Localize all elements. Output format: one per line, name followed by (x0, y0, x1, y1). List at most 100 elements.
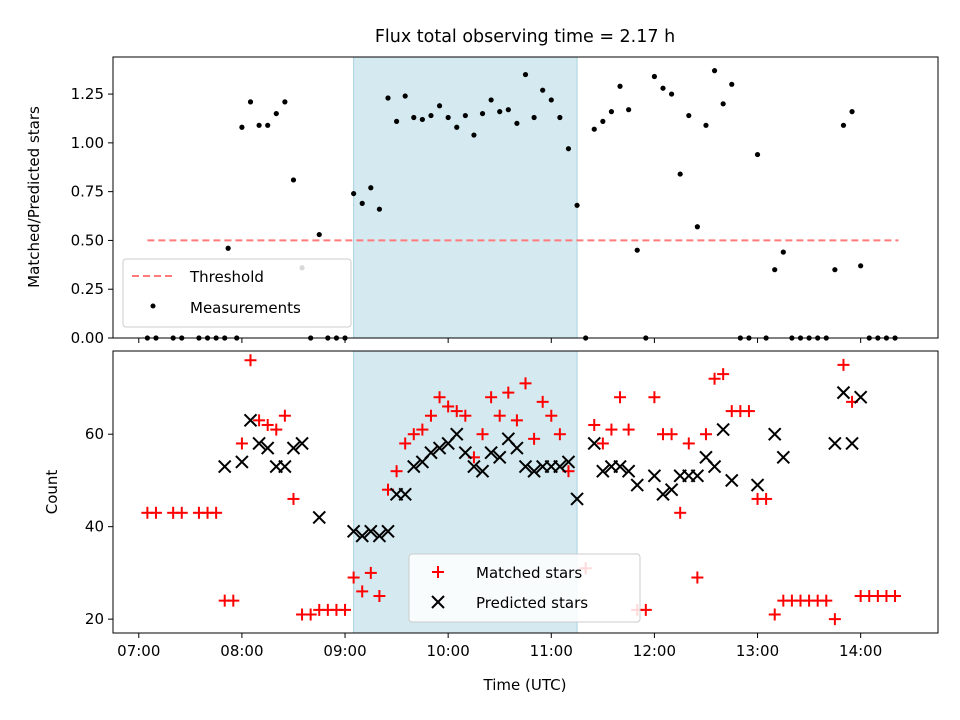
matched-stars-point (674, 506, 687, 519)
predicted-stars-point (690, 469, 705, 483)
measurements-point (651, 73, 658, 80)
matched-stars-point (399, 437, 412, 450)
measurements-point (316, 231, 322, 238)
x-tick-label: 07:00 (117, 642, 160, 660)
predicted-stars-point (295, 436, 309, 451)
predicted-stars-point (218, 459, 232, 474)
measurements-point (565, 146, 572, 152)
bottom-legend: Matched stars Predicted stars (408, 553, 641, 623)
matched-stars-point (622, 423, 635, 436)
measurements-point (832, 267, 838, 273)
y-tick-label: 1.00 (71, 134, 104, 152)
predicted-stars-point (243, 413, 258, 428)
x-tick-label: 10:00 (427, 642, 470, 660)
matched-stars-point (407, 428, 420, 441)
matched-stars-point (708, 372, 721, 385)
predicted-stars-point (510, 441, 524, 455)
matched-stars-point (682, 437, 695, 450)
predicted-stars-point (561, 455, 576, 469)
matched-stars-point (304, 608, 317, 621)
predicted-stars-point (260, 441, 275, 455)
predicted-stars-point (252, 436, 266, 451)
measurements-point (351, 190, 357, 197)
x-tick-label: 14:00 (839, 642, 882, 660)
measurements-point (591, 126, 597, 132)
y-tick-label: 0.75 (71, 183, 104, 201)
measurements-point (359, 200, 365, 206)
predicted-stars-point (467, 459, 481, 474)
y-tick-label: 60 (85, 425, 104, 443)
matched-stars-point (373, 590, 386, 603)
measurements-point (239, 124, 245, 130)
x-tick-label: 11:00 (530, 642, 573, 660)
predicted-stars-point (630, 478, 644, 492)
matched-stars-point (536, 395, 549, 408)
top-chart-title: Flux total observing time = 2.17 h (375, 27, 675, 47)
predicted-stars-point (424, 445, 438, 460)
measurements-point (668, 91, 675, 97)
y-tick-label: 20 (85, 610, 104, 628)
measurements-point (634, 247, 640, 253)
predicted-stars-legend-swatch (431, 595, 445, 609)
measurements-point (402, 93, 408, 99)
predicted-stars-point (493, 450, 507, 465)
predicted-stars-point (475, 464, 490, 478)
measurements-legend-swatch (150, 303, 156, 309)
measurements-point (540, 87, 546, 93)
matched-stars-point (553, 428, 566, 441)
measurements-point (608, 109, 615, 115)
measurements-point (686, 112, 692, 119)
matched-stars-point (261, 418, 274, 431)
matched-stars-point (424, 409, 437, 422)
measurements-point (729, 81, 735, 87)
x-tick-label: 13:00 (736, 642, 779, 660)
matched-stars-point (356, 585, 369, 598)
matched-stars-point (588, 418, 601, 431)
x-tick-label: 08:00 (220, 642, 263, 660)
matched-stars-point (339, 603, 352, 616)
bottom-x-ticks: 07:00 08:00 09:00 10:00 11:00 12:00 13:00 14:00 (117, 633, 882, 660)
measurements-point (488, 97, 494, 103)
matched-stars-point (742, 405, 755, 418)
predicted-stars-point (596, 464, 610, 478)
measurements-point (265, 122, 271, 128)
matched-stars-point (889, 590, 902, 603)
matched-stars-point (639, 603, 652, 616)
predicted-stars-point (664, 482, 679, 497)
predicted-stars-point (725, 473, 739, 488)
measurements-point (462, 112, 468, 119)
predicted-stars-point (570, 492, 584, 506)
matched-stars-point (278, 409, 291, 422)
matched-stars-point (270, 423, 283, 436)
measurements-point (522, 71, 529, 78)
matched-stars-point (768, 608, 781, 621)
matched-stars-point (450, 405, 463, 418)
measurements-point (225, 245, 231, 251)
matched-stars-point (837, 358, 850, 371)
measurements-point (368, 185, 374, 191)
top-axes-frame (112, 56, 939, 339)
measurements-point (703, 122, 709, 128)
matched-stars-point (476, 428, 489, 441)
matched-stars-point (416, 423, 429, 436)
measurements-point (694, 224, 700, 230)
measurements-point (660, 85, 666, 91)
predicted-stars-point (853, 390, 868, 404)
bottom-axes-frame (112, 350, 939, 634)
measurements-legend-label: Measurements (190, 299, 301, 317)
y-tick-label: 0.25 (71, 280, 104, 298)
measurements-point (419, 116, 425, 123)
measurements-point (754, 151, 761, 158)
measurements-point (445, 114, 451, 121)
predicted-stars-point (647, 469, 662, 483)
measurements-point (290, 177, 297, 183)
measurements-point (385, 95, 391, 101)
predicted-stars-point (776, 450, 791, 465)
matched-stars-legend-label: Matched stars (476, 564, 582, 582)
matched-stars-point (528, 432, 541, 445)
matched-stars-point (227, 594, 240, 607)
bottom-legend-box (408, 553, 641, 623)
matched-stars-point (210, 506, 223, 519)
matched-stars-point (459, 409, 472, 422)
